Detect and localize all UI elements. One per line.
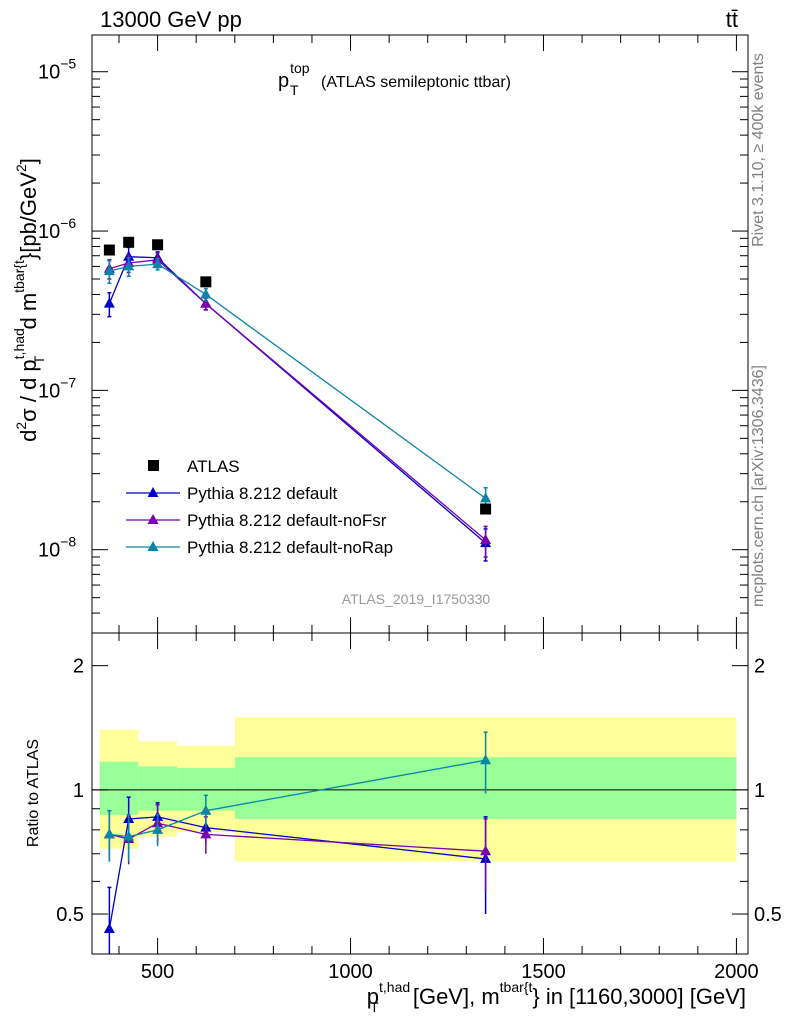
main-y-tick-exp: −8	[60, 534, 76, 550]
ratio-y-tick-label: 1	[73, 780, 84, 802]
ratio-y-tick-label-right: 2	[754, 656, 765, 678]
main-point-atlas	[480, 503, 492, 515]
energy-label: 13000 GeV pp	[100, 7, 242, 32]
legend-label-noFsr: Pythia 8.212 default-noFsr	[187, 511, 387, 530]
main-point-atlas	[152, 239, 164, 251]
main-point-atlas	[200, 276, 212, 288]
main-y-tick-exp: −5	[60, 56, 76, 72]
main-y-tick-base: 10	[38, 62, 60, 84]
ratio-tick-labels: 0.5 0.5 1 1 2 2 500 1000 1500 2000	[56, 656, 782, 983]
main-y-tick-base: 10	[38, 221, 60, 243]
legend-label-default: Pythia 8.212 default	[187, 484, 338, 503]
main-y-tick-label: 10−7	[38, 374, 76, 402]
legend-marker-atlas	[148, 460, 159, 471]
main-point-noFsr	[480, 534, 492, 545]
xlabel-msup: tbar{t	[500, 979, 533, 995]
x-tick-label: 1500	[521, 961, 566, 983]
main-point-atlas	[123, 236, 135, 248]
legend-marker-noFsr	[147, 514, 159, 524]
main-y-tick-base: 10	[38, 380, 60, 402]
main-y-axis-label: d2σ / d pt,hadT d mtbar{t}[pb/GeV2]	[11, 158, 47, 442]
main-point-noFsr	[200, 297, 212, 308]
watermark: ATLAS_2019_I1750330	[342, 591, 491, 607]
ylabel-dm: d m	[16, 293, 41, 336]
ratio-point-noRap	[152, 823, 164, 834]
xlabel-gev: [GeV], m	[407, 984, 500, 1009]
x-tick-label: 500	[141, 961, 174, 983]
mcplots-label: mcplots.cern.ch [arXiv:1306.3436]	[750, 365, 767, 607]
ratio-point-default	[103, 922, 115, 933]
x-axis-label: pt,had T [GeV], mtbar{t} in [1160,3000] […	[367, 979, 746, 1015]
main-point-noRap	[200, 288, 212, 299]
main-title: ptop T (ATLAS semileptonic ttbar)	[278, 60, 511, 98]
main-point-noRap	[480, 492, 492, 503]
ylabel-msup: tbar{t	[11, 260, 27, 293]
ylabel-tsup: t,had	[11, 328, 27, 359]
ratio-point-noRap	[480, 754, 492, 765]
main-point-noRap	[123, 260, 135, 271]
ratio-frame	[91, 632, 749, 955]
xlabel-sup: t,had	[379, 979, 410, 995]
xlabel-range: } in [1160,3000] [GeV]	[532, 984, 746, 1009]
main-y-tick-label: 10−8	[38, 534, 76, 562]
ratio-y-axis-label: Ratio to ATLAS	[25, 739, 42, 847]
main-y-tick-label: 10−5	[38, 56, 76, 84]
ylabel-d: d	[16, 430, 41, 442]
ratio-panel: 0.5 0.5 1 1 2 2 500 1000 1500 2000 Ratio to ATLAS…	[25, 632, 782, 1015]
ratio-band-inner	[99, 761, 120, 815]
ratio-point-noRap	[103, 828, 115, 839]
main-ticks	[92, 35, 748, 634]
xlabel-sub: T	[370, 999, 379, 1015]
rivet-label: Rivet 3.1.10, ≥ 400k events	[750, 53, 767, 247]
ylabel-units-sup: 2	[13, 164, 29, 172]
ratio-series	[103, 731, 492, 954]
main-title-p: p	[278, 70, 289, 92]
main-point-noRap	[152, 258, 164, 269]
process-label: tt̄	[726, 7, 738, 32]
main-point-noRap	[103, 265, 115, 276]
ratio-point-noRap	[200, 804, 212, 815]
legend-label-atlas: ATLAS	[187, 457, 240, 476]
legend-marker-default	[147, 487, 159, 497]
xlabel-p: p	[367, 984, 379, 1009]
main-title-sub: T	[290, 82, 299, 98]
ratio-band-inner	[119, 761, 139, 815]
main-y-tick-exp: −7	[60, 374, 76, 390]
legend: ATLAS Pythia 8.212 default Pythia 8.212 de…	[126, 457, 393, 557]
main-point-atlas	[103, 244, 115, 256]
main-title-rest: (ATLAS semileptonic ttbar)	[321, 74, 511, 91]
ratio-y-tick-label-right: 0.5	[754, 904, 782, 926]
ratio-point-noFsr	[480, 845, 492, 856]
ylabel-tsub: T	[31, 355, 47, 364]
ylabel-units: }[pb/GeV	[16, 172, 41, 260]
ratio-y-tick-label: 0.5	[56, 904, 84, 926]
ratio-y-tick-label-right: 1	[754, 780, 765, 802]
legend-label-noRap: Pythia 8.212 default-noRap	[187, 538, 393, 557]
main-series	[103, 236, 492, 562]
main-y-tick-label: 10−6	[38, 215, 76, 243]
x-tick-label: 1000	[328, 961, 373, 983]
ratio-point-noRap	[123, 830, 135, 841]
ylabel-2: 2	[13, 422, 29, 430]
ratio-point-noFsr	[200, 828, 212, 839]
main-y-tick-labels: 10−810−710−610−5	[38, 56, 76, 562]
main-y-tick-exp: −6	[60, 215, 76, 231]
ylabel-units-end: ]	[16, 158, 41, 164]
main-y-tick-base: 10	[38, 540, 60, 562]
ylabel-sigma: σ / d p	[16, 359, 41, 422]
legend-marker-noRap	[147, 541, 159, 551]
ratio-y-tick-label: 2	[73, 656, 84, 678]
main-title-sup: top	[290, 60, 310, 76]
x-tick-label: 2000	[714, 961, 759, 983]
main-point-default	[103, 297, 115, 308]
main-panel: 10−810−710−610−5 ptop T (ATLAS semileptoni…	[11, 34, 749, 634]
svg-text:d2σ / d pt,hadT d mtbar{t}[pb/: d2σ / d pt,hadT d mtbar{t}[pb/GeV2]	[11, 158, 47, 442]
